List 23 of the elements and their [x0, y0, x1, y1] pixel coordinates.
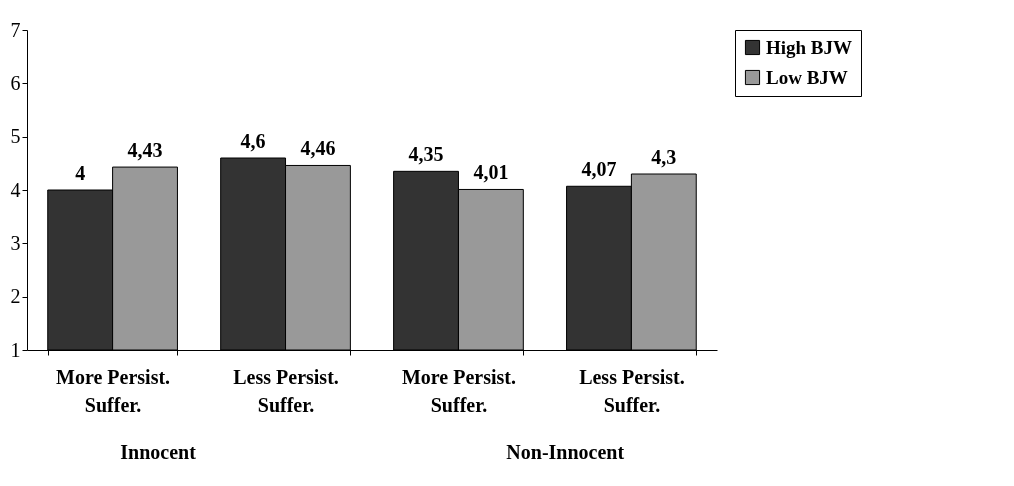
data-label: 4,3 [651, 146, 677, 168]
x-tick-label: More Persist. Suffer. [401, 365, 516, 416]
y-tick-label: 2 [10, 285, 21, 308]
legend-label: Low BJW [766, 66, 848, 88]
data-label: 4,07 [581, 158, 617, 181]
data-label: 4,46 [300, 137, 336, 160]
y-tick-label: 6 [10, 71, 21, 94]
y-tick-label: 4 [10, 178, 21, 201]
y-tick-label: 1 [10, 338, 21, 361]
y-tick-label: 5 [10, 125, 21, 148]
text: Innocent [120, 441, 197, 463]
data-label: 4 [75, 162, 86, 184]
data-label: 4,01 [473, 161, 509, 184]
x-tick-label: Less Persist. Suffer. [233, 365, 339, 416]
x-tick-label: More Persist. Suffer. [56, 365, 171, 416]
text: Non-Innocent [506, 441, 625, 463]
y-tick-label: 3 [10, 231, 21, 254]
data-label: 4,35 [408, 143, 444, 166]
y-tick-label: 7 [10, 18, 21, 41]
data-label: 4,6 [240, 130, 266, 152]
legend-label: High BJW [766, 36, 853, 58]
x-tick-label: Less Persist. Suffer. [579, 365, 685, 416]
data-label: 4,43 [127, 139, 163, 162]
